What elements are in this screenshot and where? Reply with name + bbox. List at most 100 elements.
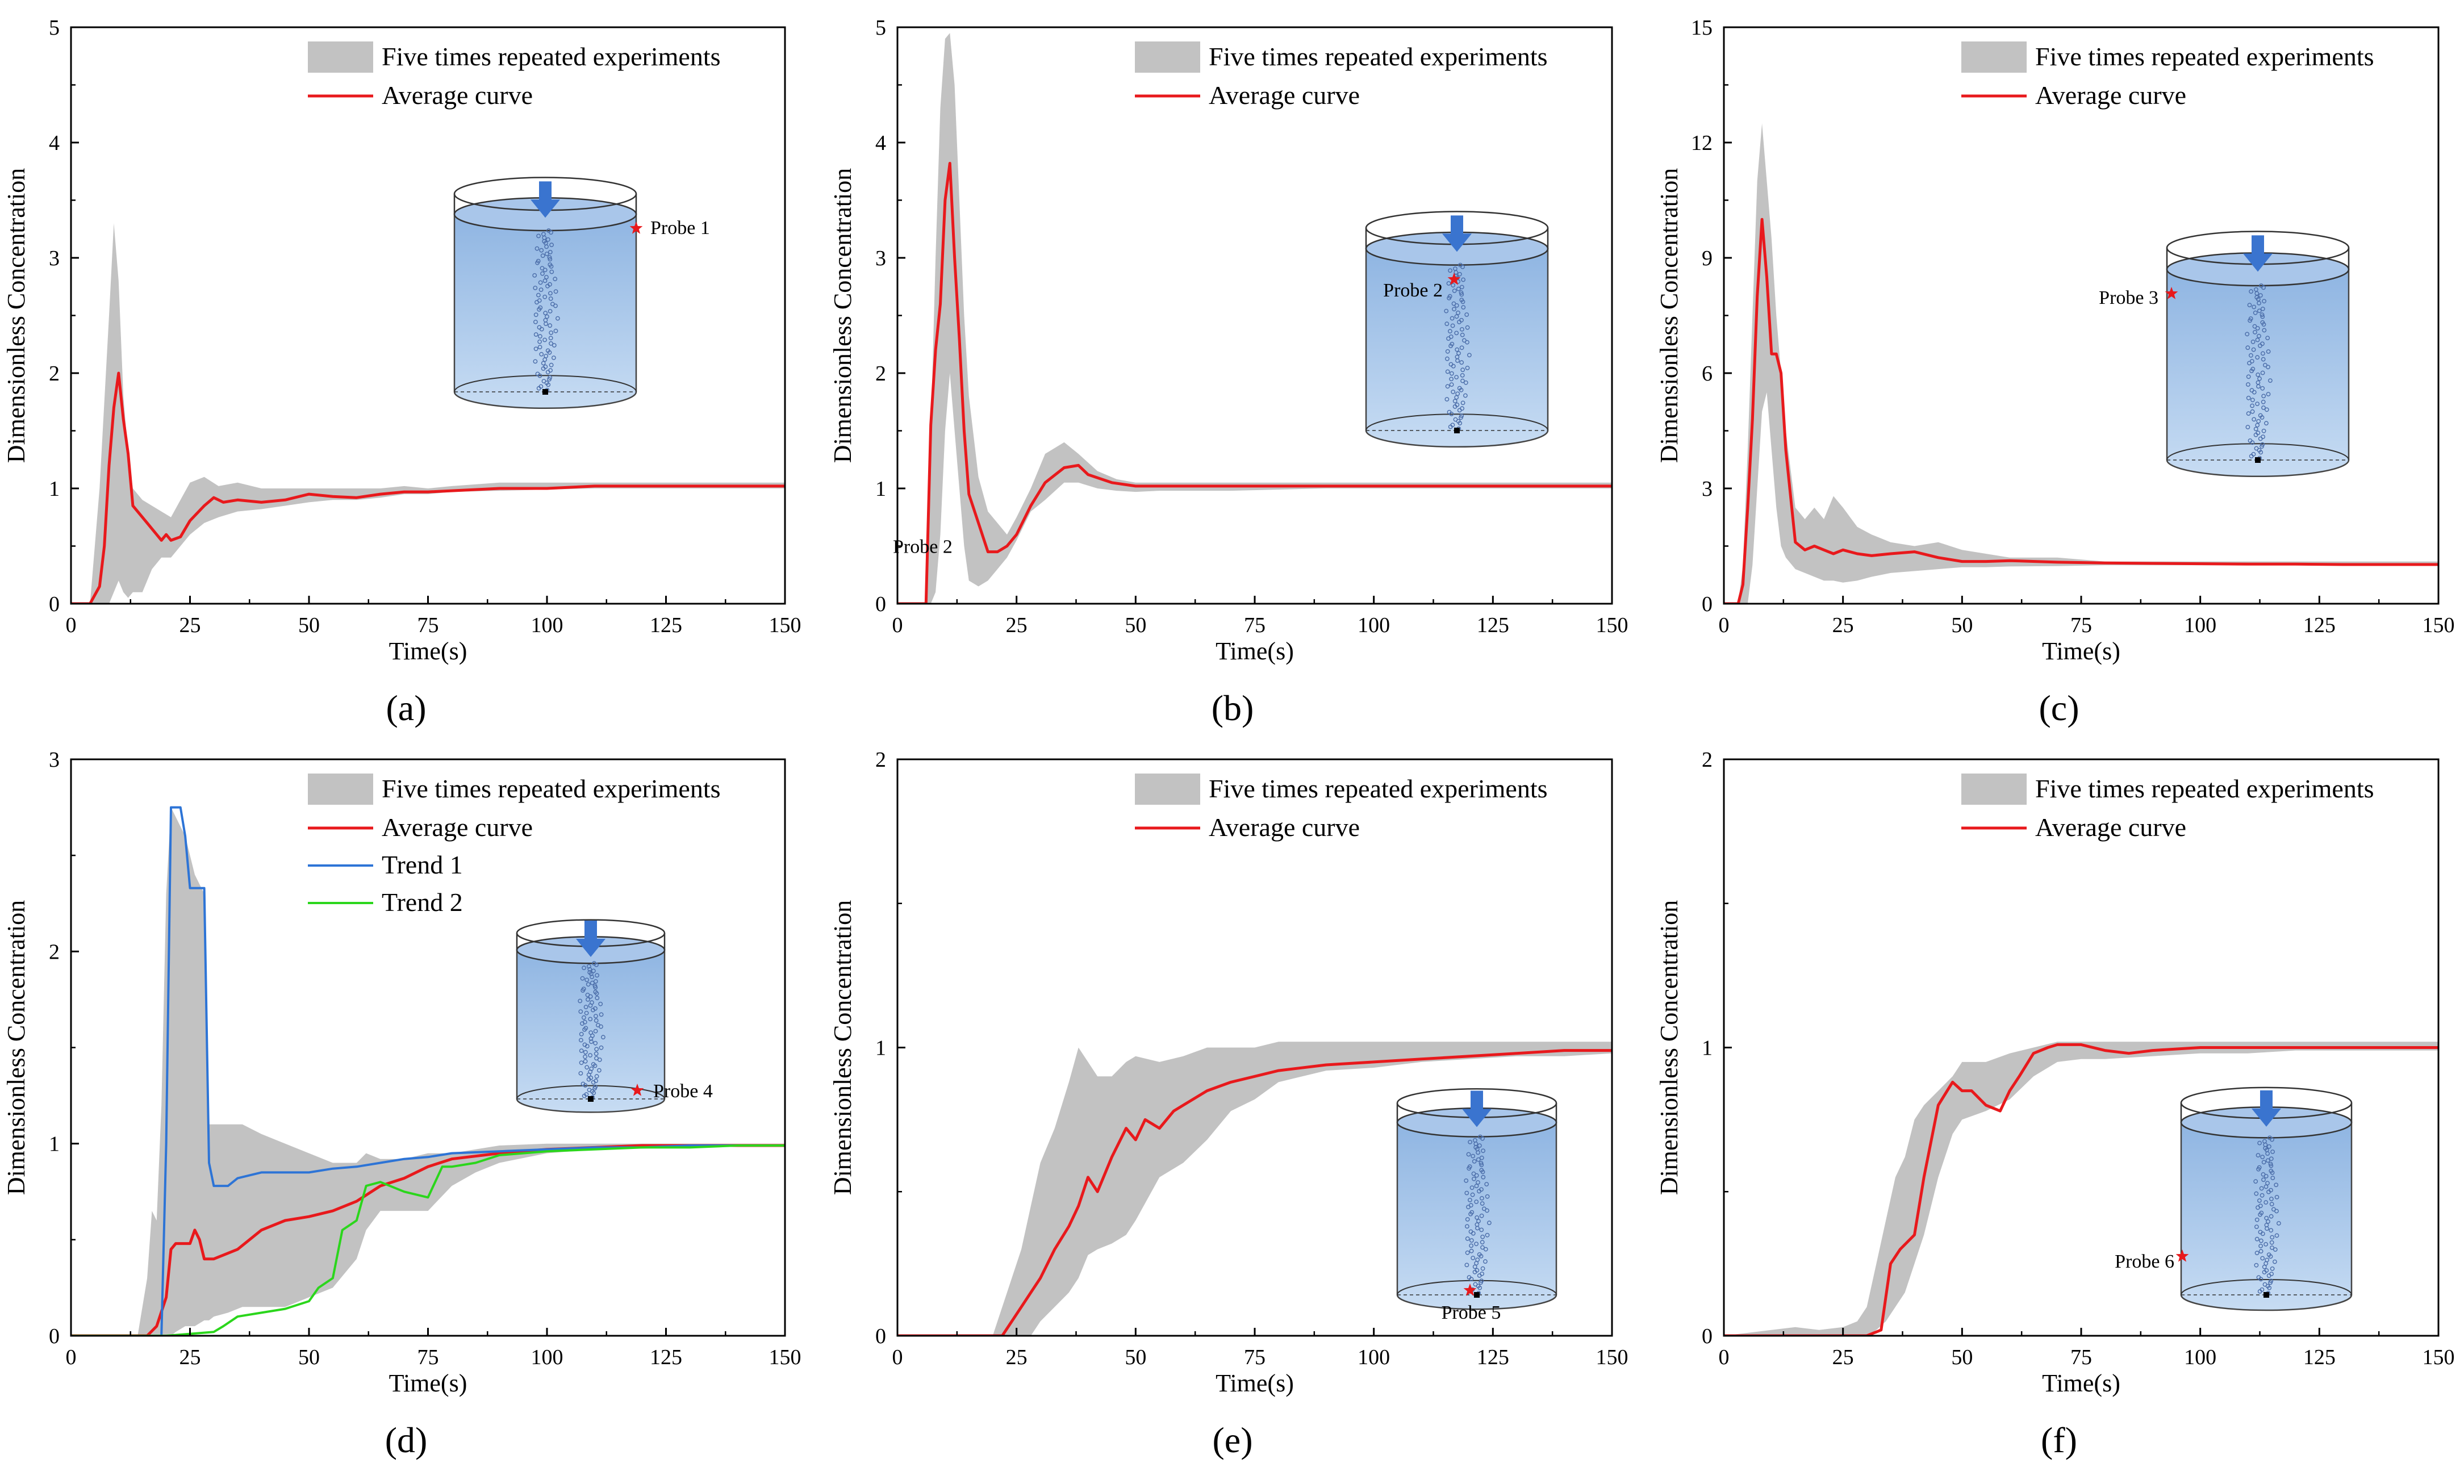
bubble — [2263, 1200, 2269, 1205]
bubble — [1445, 369, 1450, 374]
bubble — [2270, 1149, 2275, 1154]
tank-inset: Probe 4 — [516, 919, 713, 1113]
x-tick-label: 0 — [1719, 613, 1730, 637]
x-tick-label: 25 — [1832, 613, 1854, 637]
panel-label: (e) — [1212, 1420, 1252, 1460]
bubble — [2252, 324, 2257, 329]
tank-bottom-back — [1365, 413, 1548, 431]
bubble — [1456, 310, 1460, 315]
x-tick-label: 125 — [2303, 613, 2336, 637]
legend-trend-1-label: Trend 1 — [382, 850, 463, 879]
bubble — [1446, 336, 1451, 341]
plot-area — [897, 33, 1612, 604]
panel-label: (d) — [385, 1420, 428, 1460]
panel-label: (a) — [386, 688, 426, 728]
bubble — [2260, 312, 2265, 317]
bubble — [2250, 340, 2256, 344]
bubble — [582, 1093, 587, 1098]
y-tick-label: 3 — [49, 246, 60, 270]
x-tick-label: 50 — [298, 613, 320, 637]
bubble — [534, 300, 539, 305]
bubble — [1465, 1236, 1470, 1241]
probe-label: Probe 6 — [2115, 1251, 2174, 1272]
bubble — [2252, 417, 2257, 422]
plot-area — [71, 223, 785, 604]
bubble — [1464, 1224, 1469, 1229]
bubble — [1460, 400, 1465, 406]
repeated-experiments-band — [897, 1042, 1612, 1336]
bubble — [549, 243, 554, 248]
bubble — [586, 982, 591, 987]
bubble — [2253, 330, 2257, 335]
bubble — [588, 971, 594, 976]
tank-bottom-back — [2166, 443, 2349, 461]
bubble — [1464, 1190, 1469, 1195]
x-tick-label: 25 — [179, 1345, 201, 1369]
bubble — [2255, 337, 2260, 342]
bubble — [548, 249, 553, 254]
legend-average-curve-label: Average curve — [1209, 81, 1360, 110]
injection-arrow-icon — [2243, 235, 2273, 272]
repeated-experiments-band — [1724, 1042, 2438, 1336]
bubble — [578, 998, 583, 1004]
plot-area — [1724, 1042, 2438, 1336]
bubble — [1474, 1173, 1479, 1178]
bubble — [1452, 404, 1457, 409]
bubble — [594, 963, 599, 967]
bubble — [1447, 296, 1452, 300]
bubble — [1451, 363, 1456, 369]
bubble — [1468, 1211, 1473, 1217]
bubble — [1455, 347, 1460, 352]
bubble — [2269, 1163, 2274, 1168]
bubble — [593, 1040, 598, 1046]
bubble — [546, 382, 551, 387]
x-tick-label: 125 — [1477, 1345, 1509, 1369]
bubble — [553, 328, 558, 333]
bubble — [1457, 320, 1461, 324]
bubble — [2250, 440, 2255, 445]
tank-bottom-back — [454, 375, 637, 392]
bubble — [1451, 283, 1456, 288]
bubble — [594, 1074, 599, 1079]
bubble — [1455, 358, 1460, 363]
y-tick-label: 2 — [875, 362, 886, 386]
bubble — [579, 1060, 584, 1065]
bubble — [2253, 432, 2258, 437]
bubble — [1479, 1213, 1484, 1218]
bubble — [2248, 318, 2253, 323]
y-tick-label: 1 — [49, 477, 60, 501]
bubble — [1460, 378, 1465, 383]
bubble — [2260, 351, 2265, 356]
bubble — [2266, 1273, 2271, 1278]
bubble — [2255, 423, 2260, 428]
y-tick-label: 15 — [1691, 16, 1713, 40]
bubble — [2255, 402, 2260, 406]
bubble — [2255, 355, 2260, 360]
bubble — [537, 339, 542, 344]
probe-label: Probe 1 — [650, 218, 710, 239]
bubble — [1459, 415, 1463, 420]
tank-bottom-back — [2181, 1279, 2352, 1295]
tank-inset: Probe 3 — [2099, 231, 2350, 478]
bubble — [548, 309, 553, 313]
bubble — [1481, 1148, 1486, 1153]
bubble — [1476, 1157, 1481, 1162]
bubble — [2252, 304, 2257, 310]
bubble — [2261, 428, 2266, 433]
legend: Five times repeated experiments Average c… — [1961, 41, 2374, 110]
bubble — [544, 244, 549, 249]
nozzle-marker — [2263, 1292, 2269, 1298]
bubble — [2258, 1249, 2263, 1254]
bubble — [2261, 1160, 2266, 1165]
bubble — [582, 1015, 586, 1020]
bubble — [2269, 1228, 2274, 1233]
bubble — [537, 373, 542, 378]
bubble — [591, 1008, 595, 1013]
bubble — [2276, 1221, 2281, 1226]
bubble — [583, 1083, 588, 1088]
bubble — [1451, 390, 1456, 394]
x-tick-label: 100 — [531, 1345, 563, 1369]
panel-label: (b) — [1212, 688, 1254, 728]
x-tick-label: 125 — [650, 1345, 682, 1369]
legend-band-label: Five times repeated experiments — [1209, 774, 1548, 803]
